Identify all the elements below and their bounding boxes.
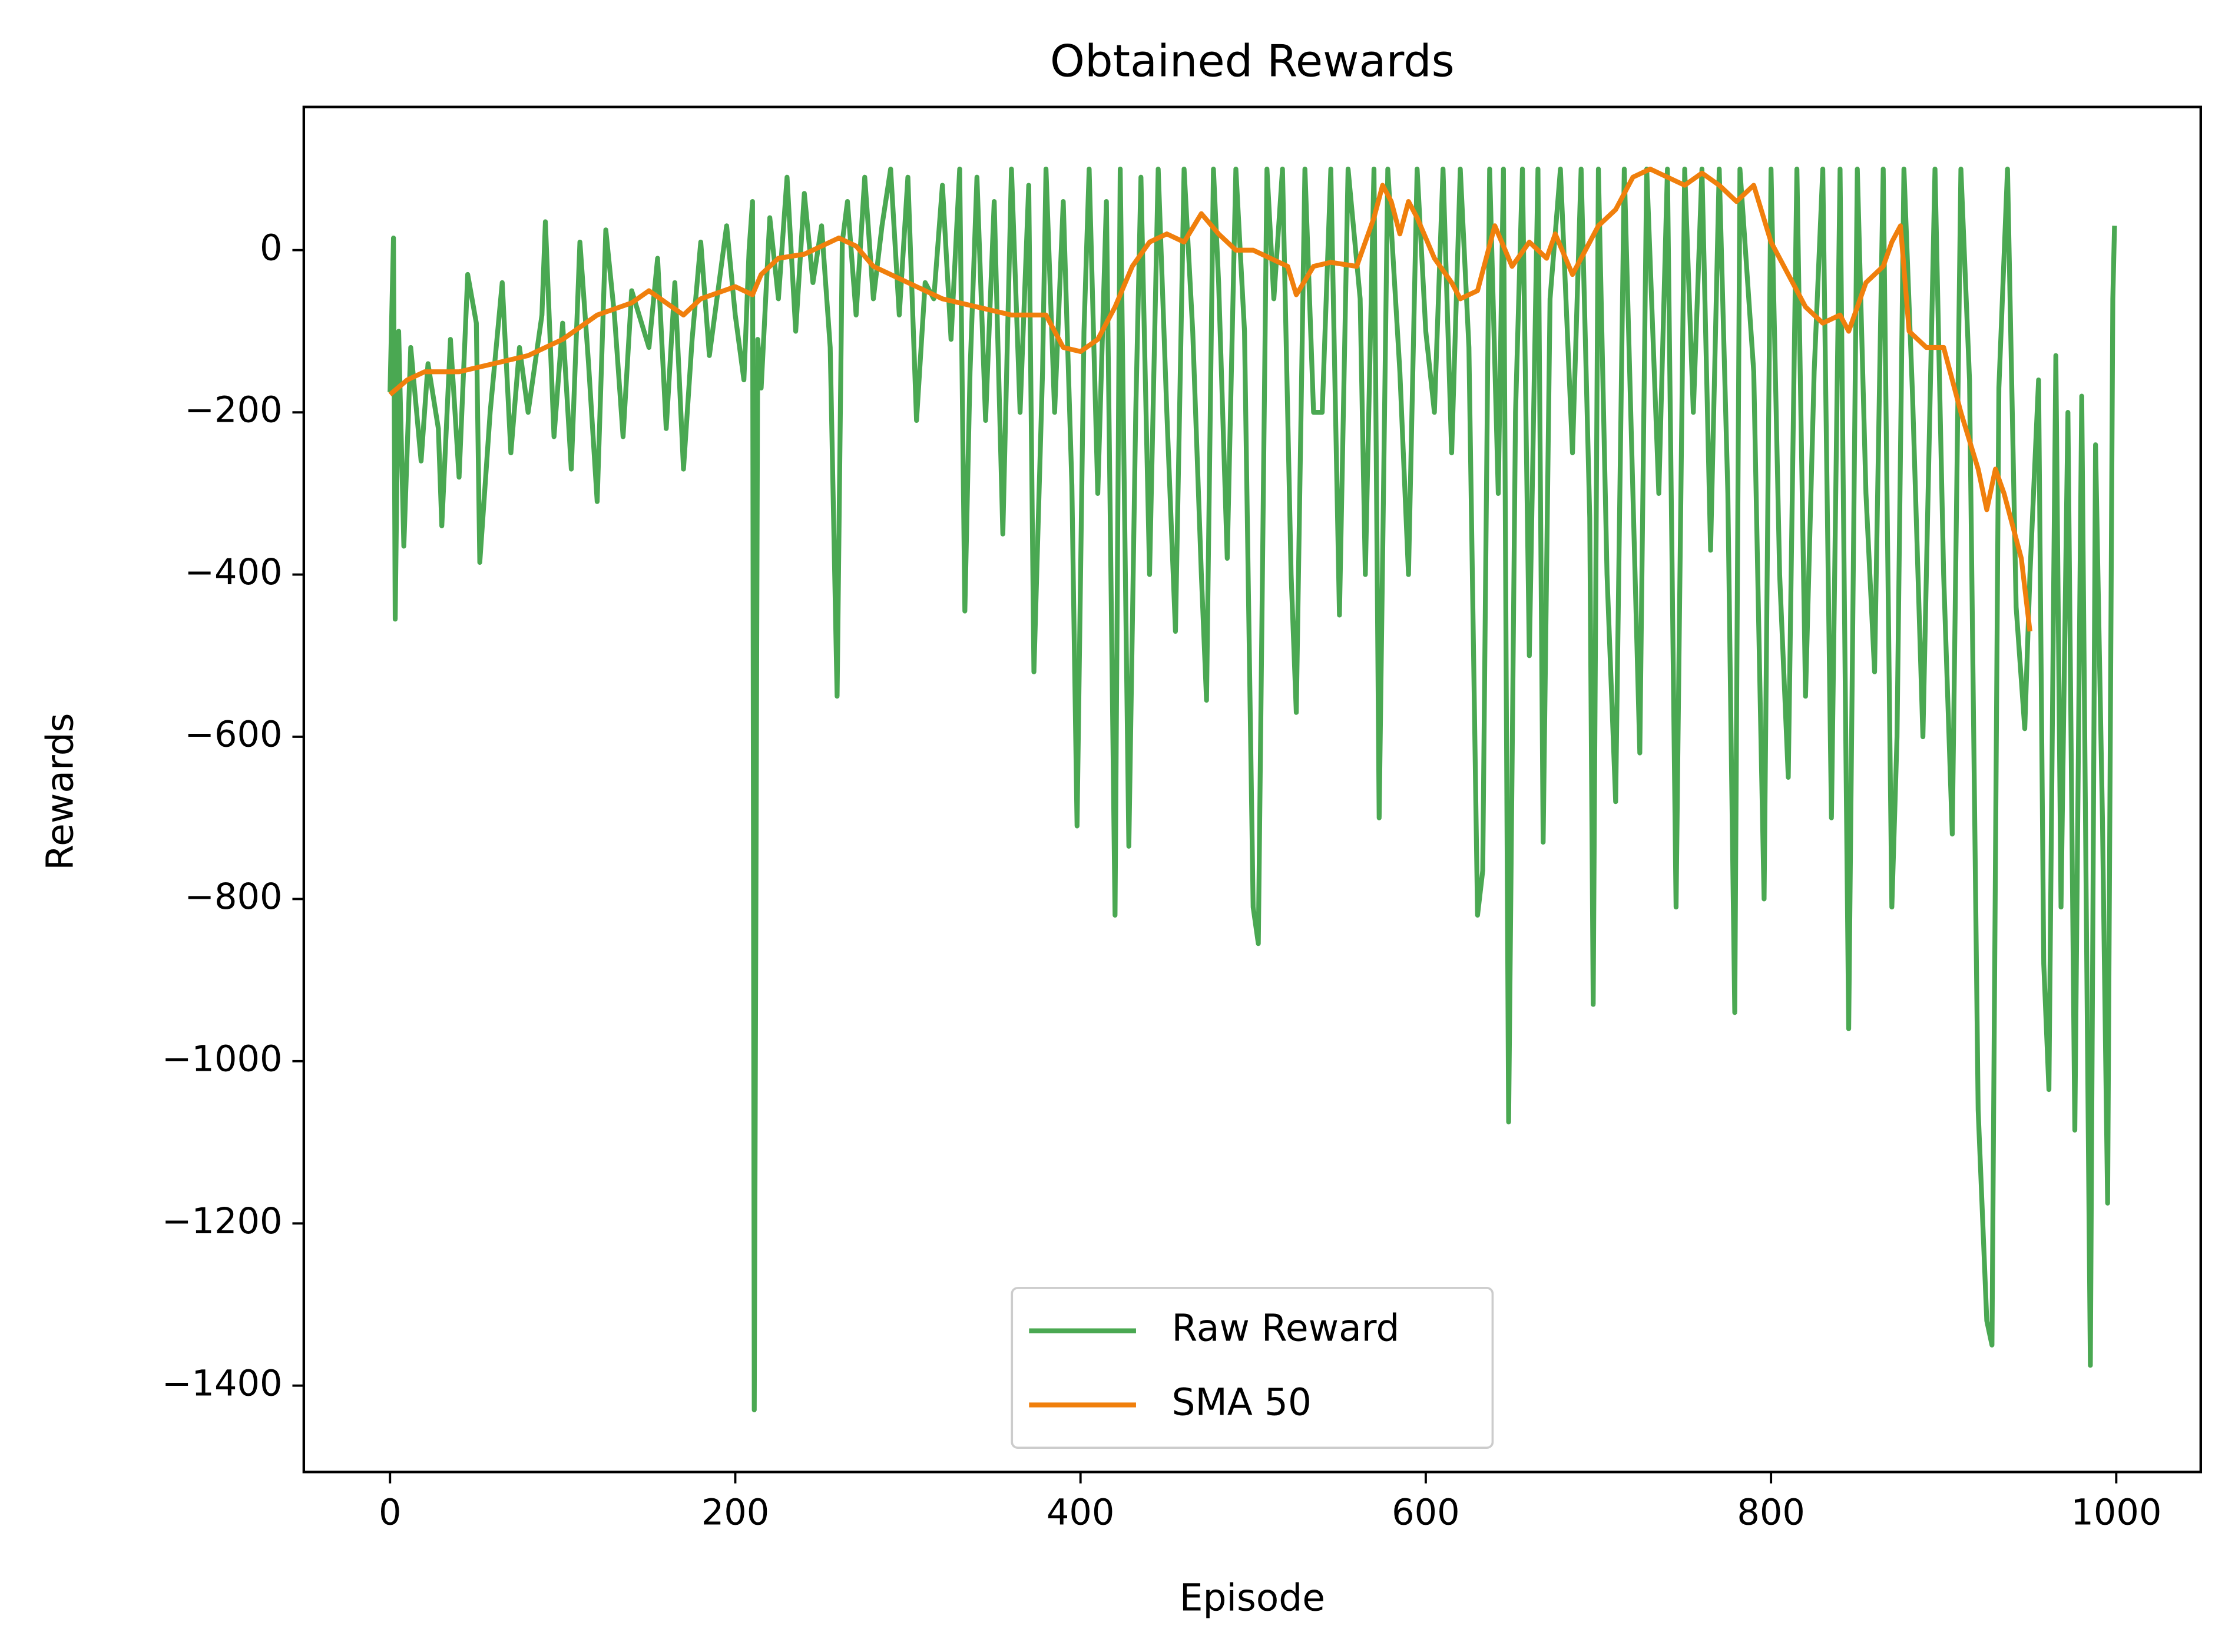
legend: Raw Reward SMA 50 (1011, 1287, 1494, 1449)
x-tick-label: 200 (701, 1492, 770, 1534)
y-tick-label: −1400 (162, 1363, 283, 1404)
plot-area (388, 166, 2117, 1413)
legend-label: SMA 50 (1172, 1381, 1312, 1424)
x-tick-label: 600 (1392, 1492, 1460, 1534)
y-tick-label: −200 (184, 390, 282, 431)
data-line (388, 166, 2032, 632)
x-tick-label: 1000 (2071, 1492, 2161, 1534)
y-tick-label: 0 (260, 227, 283, 269)
x-tick-label: 800 (1737, 1492, 1805, 1534)
legend-box (1011, 1287, 1494, 1449)
legend-label: Raw Reward (1172, 1307, 1400, 1350)
y-tick-label: −400 (184, 552, 282, 593)
axes-frame (302, 105, 2203, 1474)
x-tick-label: 0 (379, 1492, 402, 1534)
data-line (388, 166, 2117, 1413)
y-tick-label: −1200 (162, 1201, 283, 1242)
y-tick-label: −800 (184, 876, 282, 918)
y-tick-label: −1000 (162, 1038, 283, 1080)
x-axis-label: Episode (1180, 1576, 1325, 1619)
x-tick-label: 400 (1047, 1492, 1115, 1534)
chart-title: Obtained Rewards (1050, 35, 1455, 87)
y-tick-label: −600 (184, 714, 282, 756)
y-axis-label: Rewards (39, 713, 82, 870)
